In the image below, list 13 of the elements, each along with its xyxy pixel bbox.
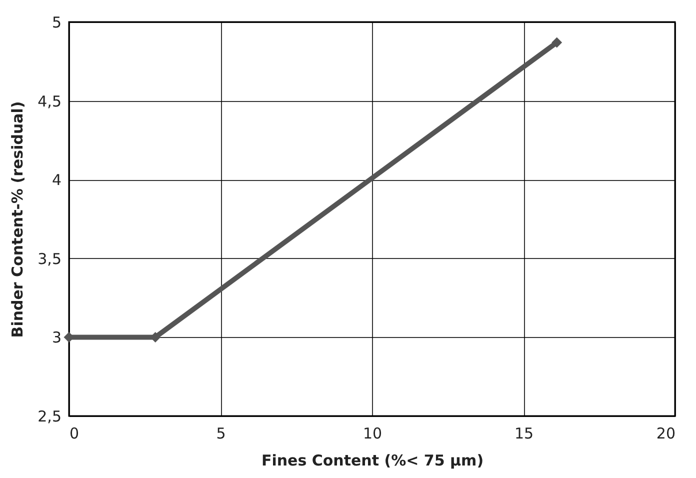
x-tick-label: 5 <box>216 424 226 442</box>
y-tick-label: 4,5 <box>38 92 62 110</box>
y-tick-label: 5 <box>52 14 62 32</box>
y-tick-label: 2,5 <box>38 408 62 426</box>
y-tick-label: 4 <box>52 171 62 190</box>
y-tick-label: 3 <box>52 328 62 347</box>
x-axis-title: Fines Content (%< 75 µm) <box>261 452 484 470</box>
x-tick-label: 10 <box>362 424 382 442</box>
y-axis-title: Binder Content-% (residual) <box>8 101 27 338</box>
x-tick-label: 15 <box>514 424 534 442</box>
x-tick-label: 20 <box>656 424 676 442</box>
x-tick-label: 0 <box>70 424 80 442</box>
y-tick-label: 3,5 <box>38 250 62 268</box>
